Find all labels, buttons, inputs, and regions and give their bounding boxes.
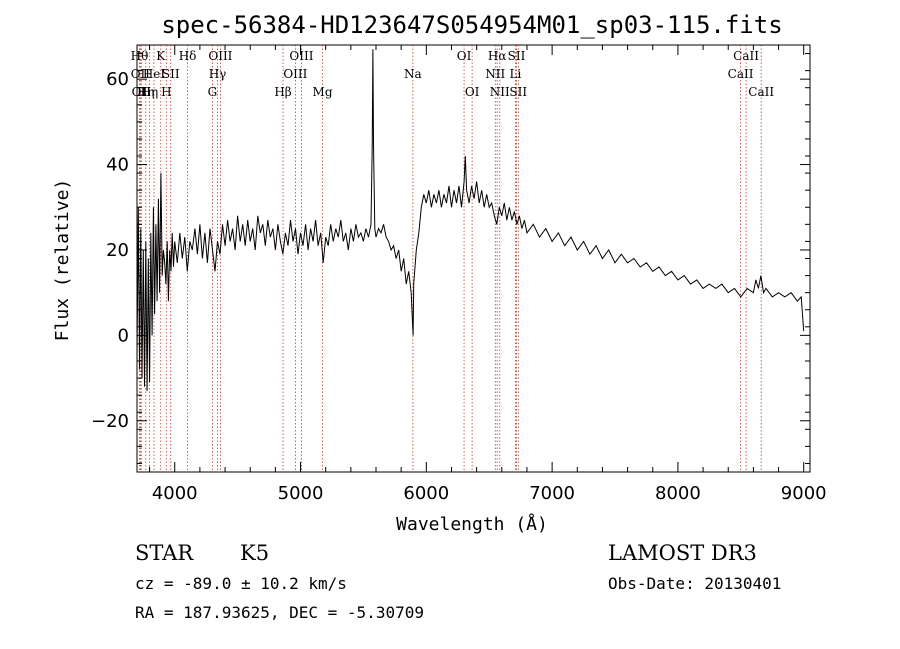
x-tick-label-0: 4000 [152,483,198,504]
spectral-line-labels: HθOIIOIIHηHηHeIKHSIIHδGHγOIIIHβOIIIOIIIM… [131,49,775,99]
line-label-2: OII [132,85,152,99]
y-tick-label-4: 60 [106,69,129,90]
spectrum-line [136,49,805,391]
x-tick-label-4: 8000 [655,483,701,504]
spectral-line-markers [139,45,762,472]
line-label-18: OI [457,49,472,63]
line-label-25: SII [509,85,527,99]
line-label-22: NII [490,85,510,99]
object-subclass: K5 [240,541,269,565]
line-label-5: HeI [143,67,166,81]
line-label-14: OIII [283,67,307,81]
line-label-11: Hγ [209,67,227,81]
line-label-21: Hα [488,49,507,63]
y-tick-label-2: 20 [106,240,129,261]
line-label-4: Hη [140,85,158,99]
line-label-8: SII [162,67,180,81]
line-label-27: CaII [733,49,759,63]
line-label-15: OIII [289,49,313,63]
x-tick-label-3: 7000 [529,483,575,504]
line-label-28: CaII [748,85,774,99]
chart-title: spec-56384-HD123647S054954M01_sp03-115.f… [161,11,782,39]
line-label-26: CaII [728,67,754,81]
y-axis-ticks: −20 0 20 40 60 [91,53,810,464]
ra-dec-coordinates: RA = 187.93625, DEC = -5.30709 [135,603,424,622]
y-tick-label-3: 40 [106,155,129,176]
line-label-12: OIII [208,49,232,63]
line-label-13: Hβ [274,85,291,99]
line-label-16: Mg [313,85,333,99]
line-label-19: OI [465,85,480,99]
x-tick-label-2: 6000 [403,483,449,504]
x-tick-label-5: 9000 [781,483,827,504]
line-label-7: H [161,85,171,99]
line-label-10: G [208,85,218,99]
x-axis-ticks: 4000 5000 6000 7000 8000 9000 [149,45,827,504]
observation-date: Obs-Date: 20130401 [608,574,781,593]
line-label-24: SII [508,49,526,63]
x-axis-label: Wavelength (Å) [396,513,548,535]
line-label-6: K [156,49,166,63]
y-tick-label-1: 0 [118,325,129,346]
y-axis-label: Flux (relative) [52,179,73,342]
line-label-3: Hη [137,85,155,99]
line-label-1: OII [131,67,151,81]
plot-frame [136,44,811,473]
line-label-9: Hδ [179,49,197,63]
y-tick-label-0: −20 [91,411,129,432]
redshift-cz: cz = -89.0 ± 10.2 km/s [135,574,347,593]
line-label-17: Na [404,67,422,81]
x-tick-label-1: 5000 [278,483,324,504]
survey-name: LAMOST DR3 [608,541,757,565]
line-label-20: NII [485,67,505,81]
object-class: STAR [135,541,194,565]
line-label-23: Li [509,67,521,81]
line-label-0: Hθ [131,49,149,63]
